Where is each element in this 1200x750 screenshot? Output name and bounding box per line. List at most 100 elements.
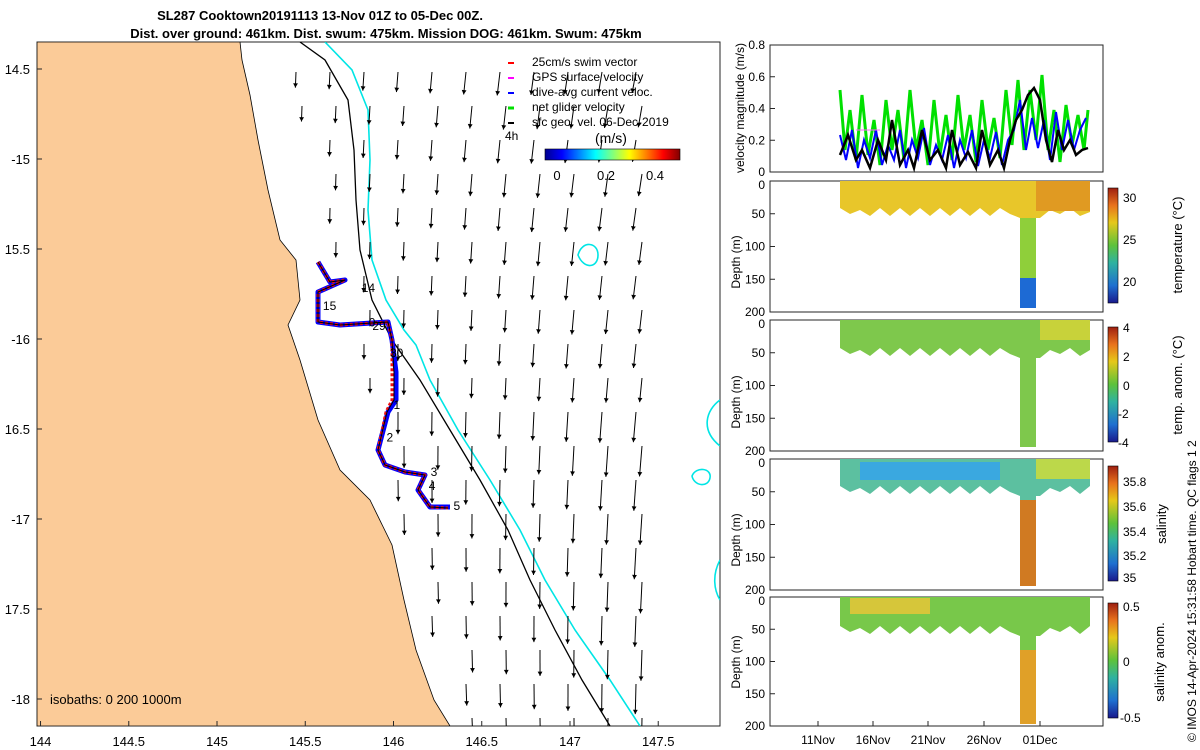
track-day-label: 4 (429, 479, 436, 493)
depth-tick-label: 0 (758, 456, 765, 470)
current-arrow-head (360, 153, 366, 158)
salinity-cb-tick-4: 35 (1123, 571, 1137, 585)
current-arrow-head (401, 323, 407, 328)
salinity-deep-profile (1020, 500, 1036, 586)
salinity-fresh-band (860, 462, 1000, 480)
current-arrow-head (366, 120, 372, 125)
current-arrow-head (463, 567, 469, 572)
current-arrow (571, 445, 575, 476)
temp-anomaly-panel: temp. anom. (°C) 4 2 0 -2 -4 Depth (m) 0… (729, 317, 1185, 458)
current-arrow-head (564, 437, 569, 442)
salinity-cb-label: salinity (1154, 504, 1169, 544)
current-arrow-head (503, 602, 509, 608)
velocity-y-tick-label: 0.6 (748, 70, 765, 84)
current-arrow-head (531, 704, 537, 710)
current-arrow-head (367, 187, 372, 192)
current-arrow-head (597, 226, 603, 232)
current-arrow (599, 479, 603, 511)
current-arrow-head (570, 471, 575, 476)
sfc-velocity-series (838, 85, 1089, 173)
salinity-y-axis: 0 50 100 150 200 (745, 456, 775, 597)
current-arrow-head (603, 329, 609, 335)
current-arrow-head (535, 193, 541, 198)
current-arrow-head (395, 496, 401, 502)
chart-title-line1: SL287 Cooktown20191113 13-Nov 01Z to 05-… (157, 8, 483, 23)
current-arrow-head (569, 192, 575, 198)
current-arrow-head (468, 259, 474, 264)
depth-tick-label: 200 (745, 583, 765, 597)
colorbar-tick-2: 0.4 (646, 168, 664, 183)
current-arrow-head (394, 154, 400, 160)
current-arrow-head (529, 90, 534, 95)
current-arrow-head (468, 191, 473, 197)
current-arrow-head (401, 463, 407, 469)
current-arrow-head (637, 471, 643, 477)
current-arrow-head (597, 295, 603, 300)
current-arrow-head (293, 83, 298, 88)
current-arrow-head (462, 157, 467, 163)
current-arrow-head (603, 398, 609, 403)
salinity-cb-tick-3: 35.2 (1123, 549, 1147, 563)
temp-anomaly-cb-tick-1: 2 (1123, 350, 1130, 364)
track-day-label: 2 (386, 431, 393, 445)
current-arrow-head (463, 500, 469, 505)
current-arrow-head (469, 534, 475, 539)
map-y-tick-label: 17.5 (5, 602, 30, 617)
current-arrow-head (333, 118, 338, 124)
current-arrow-head (361, 220, 366, 226)
current-arrow-head (435, 532, 441, 537)
time-tick-label: 01Dec (1023, 733, 1058, 747)
current-arrow (632, 411, 637, 443)
current-arrow-head (470, 668, 475, 673)
isobath-edge-2 (713, 559, 720, 601)
glider-track-net (317, 261, 449, 509)
salinity-anomaly-cb-tick-2: -0.5 (1120, 711, 1141, 725)
temperature-cb-tick-0: 30 (1123, 191, 1137, 205)
temp-anomaly-cb-tick-2: 0 (1123, 379, 1130, 393)
salinity-ylabel: Depth (m) (729, 513, 743, 566)
current-arrow-head (498, 702, 503, 708)
current-arrow-head (502, 327, 508, 333)
legend-item-net: net glider velocity (508, 100, 625, 114)
current-arrow (641, 717, 643, 726)
current-arrow-head (429, 358, 434, 363)
depth-tick-label: 100 (745, 379, 765, 393)
map-y-axis: 14.5 -15 15.5 -16 16.5 -17 17.5 -18 (5, 62, 42, 707)
track-day-label: 5 (454, 499, 461, 513)
current-arrow-head (638, 676, 644, 681)
salinity-panel: salinity 35.8 35.6 35.4 35.2 35 Depth (m… (729, 456, 1169, 597)
velocity-ylabel: velocity magnitude (m/s) (733, 43, 747, 173)
depth-tick-label: 150 (745, 411, 765, 425)
current-arrow (605, 513, 609, 545)
current-arrow (606, 649, 609, 680)
current-arrow-head (469, 393, 474, 399)
salinity-anomaly-deep-profile (1020, 650, 1036, 724)
current-arrow (504, 445, 507, 473)
current-arrow-head (429, 498, 435, 503)
temperature-cb-label: temperature (°C) (1170, 197, 1185, 294)
current-arrow-head (631, 363, 637, 368)
current-arrow-head (530, 435, 536, 441)
isobaths-label: isobaths: 0 200 1000m (50, 692, 182, 707)
legend-gps-label: GPS surface velocity (532, 70, 643, 84)
current-arrow-head (564, 504, 570, 510)
legend-item-dive-avg: dive-avg current veloc. (508, 85, 653, 99)
current-arrow-head (496, 434, 502, 440)
current-arrow-head (462, 292, 468, 298)
time-tick-label: 26Nov (967, 733, 1002, 747)
current-arrow-head (497, 501, 502, 507)
current-arrow-head (502, 260, 507, 265)
current-arrow-head (504, 737, 509, 741)
current-arrow-head (529, 158, 535, 164)
legend-sfc-label: sfc geo. vel. 06-Dec-2019 (532, 115, 669, 129)
current-arrow-head (333, 185, 339, 191)
current-arrow-head (497, 569, 503, 574)
current-arrow-head (361, 287, 367, 293)
current-arrow-head (495, 90, 501, 96)
depth-tick-label: 50 (752, 622, 766, 636)
current-arrow-head (394, 222, 400, 227)
current-arrow (634, 683, 637, 715)
salinity-anomaly-panel: salinity anom. 0.5 0 -0.5 Depth (m) 0 50 1… (729, 594, 1167, 747)
depth-tick-label: 50 (752, 485, 766, 499)
current-arrow (600, 547, 603, 579)
